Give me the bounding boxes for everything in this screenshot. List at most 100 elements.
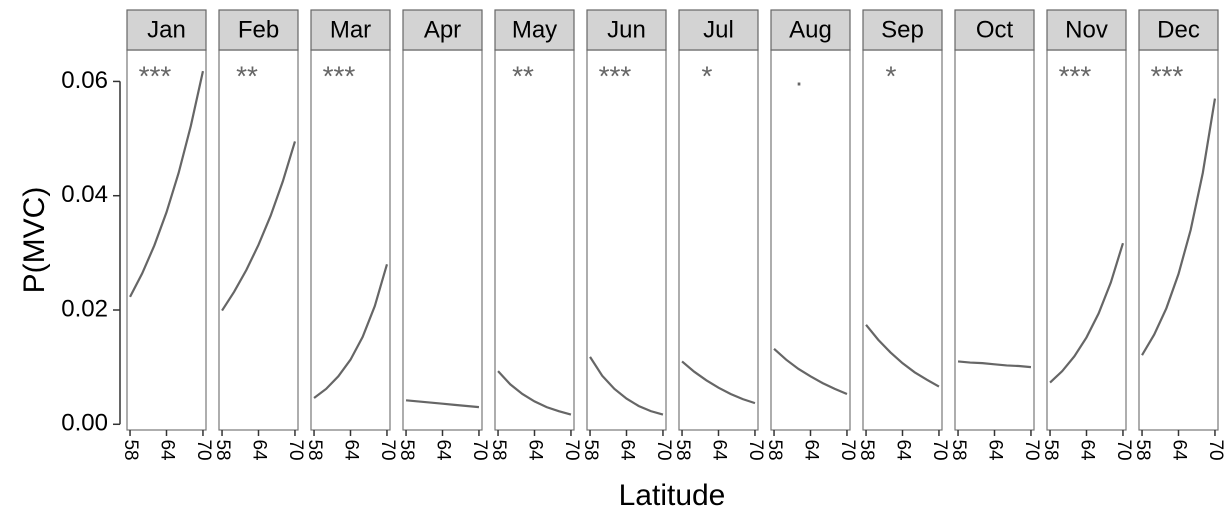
x-tick-label: 70	[561, 439, 582, 460]
line	[1049, 242, 1125, 384]
line	[957, 360, 1032, 369]
line	[865, 324, 940, 388]
significance-label: ***	[1059, 60, 1092, 91]
panel	[954, 49, 1035, 431]
facet-strip	[494, 9, 575, 51]
x-tick-label: 64	[1076, 439, 1097, 461]
x-tick-label: 64	[708, 439, 729, 461]
x-tick-label: 58	[672, 439, 693, 460]
line	[221, 141, 297, 312]
facet-strip	[218, 9, 299, 51]
facet-label: Mar	[330, 16, 371, 43]
y-tick-label: 0.00	[61, 410, 108, 437]
x-tick-label: 64	[340, 439, 361, 461]
line	[497, 370, 572, 416]
x-tick-label: 70	[653, 439, 674, 460]
panel	[310, 49, 391, 431]
x-tick-label: 70	[377, 439, 398, 460]
panel	[862, 49, 943, 431]
facet-strip	[1138, 9, 1219, 51]
x-tick-label: 58	[488, 439, 509, 460]
y-tick-label: 0.06	[61, 67, 108, 94]
facet-strip	[586, 9, 667, 51]
x-tick-label: 58	[120, 439, 141, 460]
x-tick-label: 58	[304, 439, 325, 460]
x-tick-label: 58	[396, 439, 417, 460]
significance-label: ***	[1151, 60, 1184, 91]
significance-label: ***	[323, 60, 356, 91]
facet-strip	[1046, 9, 1127, 51]
y-axis-label: P(MVC)	[18, 187, 51, 294]
panel	[402, 49, 483, 431]
x-tick-label: 58	[212, 439, 233, 460]
facet-label: Feb	[238, 16, 279, 43]
panel	[678, 49, 759, 431]
facet-label: Aug	[789, 16, 832, 43]
x-axis-label: Latitude	[619, 479, 726, 512]
line	[129, 70, 205, 298]
x-tick-label: 64	[248, 439, 269, 461]
x-tick-label: 58	[580, 439, 601, 460]
y-tick-label: 0.02	[61, 295, 108, 322]
x-tick-label: 64	[892, 439, 913, 461]
x-tick-label: 58	[948, 439, 969, 460]
facet-label: Sep	[881, 16, 924, 43]
facet-label: May	[512, 16, 557, 43]
significance-label: .	[795, 60, 803, 91]
facet-strip	[310, 9, 391, 51]
x-tick-label: 70	[1113, 439, 1134, 460]
y-tick-label: 0.04	[61, 181, 108, 208]
significance-label: **	[512, 60, 534, 91]
line	[313, 263, 389, 399]
line	[773, 348, 848, 396]
x-tick-label: 70	[1205, 439, 1226, 460]
x-tick-label: 70	[745, 439, 766, 460]
facet-label: Oct	[976, 16, 1014, 43]
panel	[1046, 49, 1127, 431]
x-tick-label: 64	[984, 439, 1005, 461]
x-tick-label: 70	[285, 439, 306, 460]
facet-strip	[770, 9, 851, 51]
x-tick-label: 70	[929, 439, 950, 460]
panel	[218, 49, 299, 431]
x-tick-label: 70	[193, 439, 214, 460]
significance-label: ***	[139, 60, 172, 91]
x-tick-label: 64	[156, 439, 177, 461]
facet-strip	[954, 9, 1035, 51]
facet-strip	[402, 9, 483, 51]
significance-label: *	[886, 60, 897, 91]
x-tick-label: 70	[1021, 439, 1042, 460]
significance-label: ***	[599, 60, 632, 91]
line	[1141, 98, 1217, 356]
x-tick-label: 64	[524, 439, 545, 461]
line	[405, 399, 480, 409]
line	[589, 356, 664, 416]
x-tick-label: 64	[432, 439, 453, 461]
facet-label: Jul	[703, 16, 734, 43]
x-tick-label: 58	[1132, 439, 1153, 460]
significance-label: *	[702, 60, 713, 91]
x-tick-label: 70	[837, 439, 858, 460]
line	[681, 360, 756, 405]
panel	[586, 49, 667, 431]
significance-label: **	[236, 60, 258, 91]
panel	[1138, 49, 1219, 431]
facet-label: Nov	[1065, 16, 1108, 43]
panel	[494, 49, 575, 431]
facet-strip	[862, 9, 943, 51]
facet-label: Dec	[1157, 16, 1200, 43]
x-tick-label: 58	[856, 439, 877, 460]
facet-strip	[126, 9, 207, 51]
x-tick-label: 58	[1040, 439, 1061, 460]
x-tick-label: 64	[616, 439, 637, 461]
x-tick-label: 64	[1168, 439, 1189, 461]
facet-label: Jan	[147, 16, 186, 43]
x-tick-label: 58	[764, 439, 785, 460]
facet-label: Apr	[424, 16, 461, 43]
x-tick-label: 70	[469, 439, 490, 460]
facet-label: Jun	[607, 16, 646, 43]
panel	[770, 49, 851, 431]
facet-strip	[678, 9, 759, 51]
x-tick-label: 64	[800, 439, 821, 461]
